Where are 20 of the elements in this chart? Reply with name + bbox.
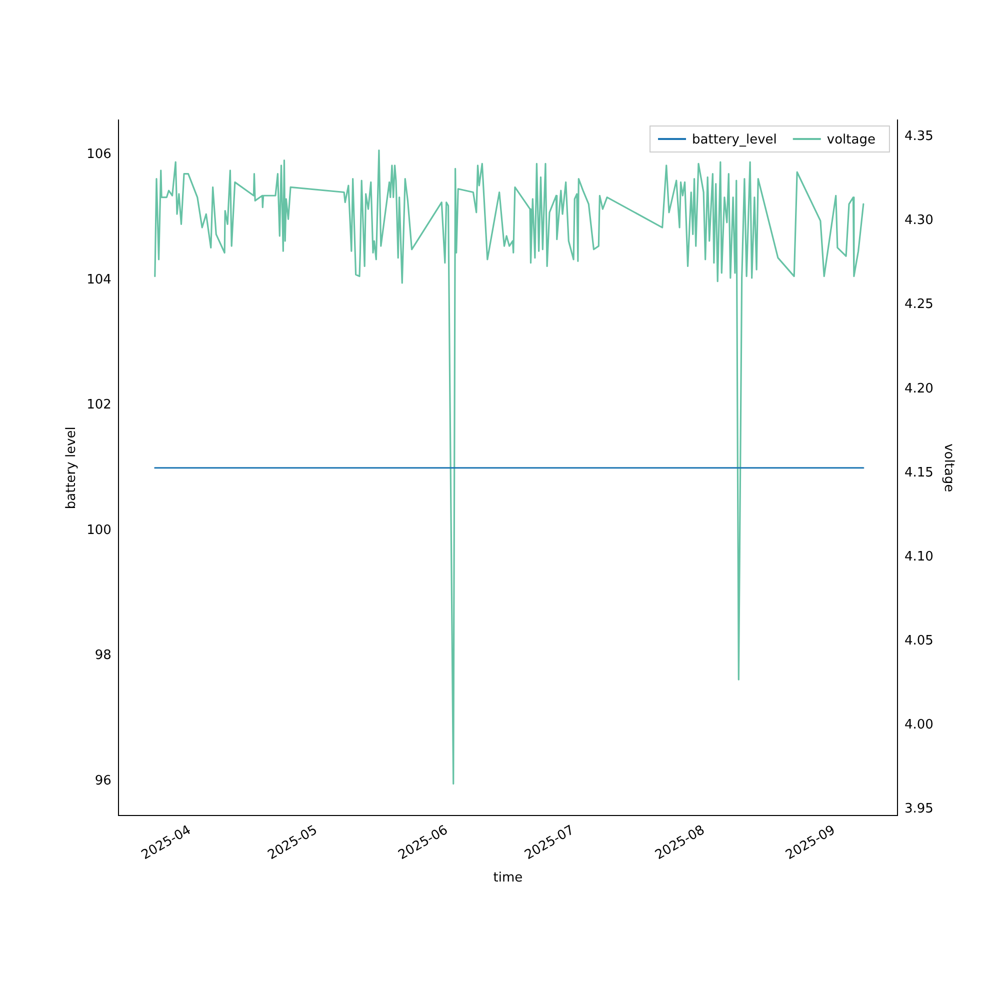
y-axis-title: battery level [64, 426, 80, 510]
y2-axis-title: voltage [940, 444, 956, 492]
y-tick-label: 96 [94, 773, 112, 788]
y2-tick-label: 4.20 [904, 381, 934, 396]
y-tick-label: 100 [86, 522, 112, 538]
x-axis-title: time [493, 870, 523, 886]
y2-tick-label: 4.30 [904, 213, 934, 228]
y2-tick-label: 4.15 [904, 465, 934, 480]
y2-tick-label: 4.35 [904, 129, 934, 144]
y2-tick-label: 4.05 [904, 633, 934, 648]
y-tick-label: 104 [86, 272, 112, 288]
legend-label: voltage [826, 132, 876, 148]
y-tick-label: 98 [94, 648, 112, 664]
legend-label: battery_level [692, 132, 777, 148]
y2-tick-label: 4.10 [904, 549, 934, 564]
y-tick-label: 102 [86, 398, 112, 413]
y2-tick-label: 4.25 [904, 297, 934, 312]
y-tick-label: 106 [86, 147, 112, 162]
y2-tick-label: 4.00 [904, 717, 934, 732]
y2-tick-label: 3.95 [904, 801, 934, 816]
